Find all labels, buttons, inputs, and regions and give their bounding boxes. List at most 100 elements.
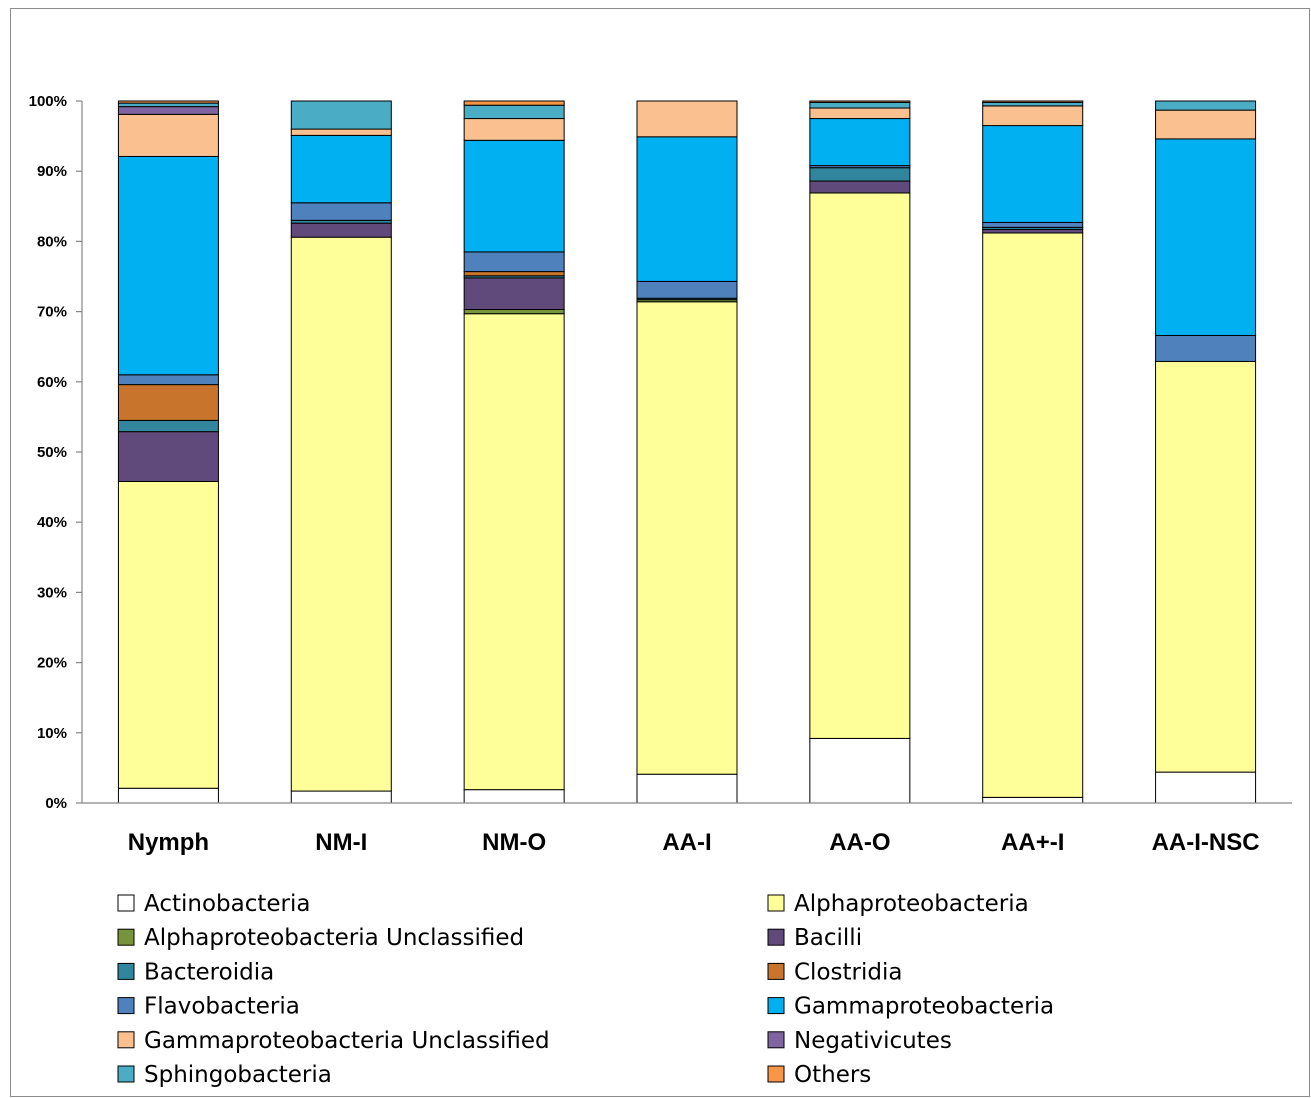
bar-segment-bacilli xyxy=(290,222,392,238)
bar-segment-alphaproteobacteria xyxy=(463,313,565,791)
bar-segment-gammaproteobacteria xyxy=(290,134,392,204)
y-tick-label: 0% xyxy=(45,795,67,812)
bar-segment-sphingobacteria xyxy=(463,104,565,120)
bar-segment-bacilli xyxy=(117,431,219,482)
legend-label: Flavobacteria xyxy=(144,994,300,1020)
bar-segment-gammaproteobacteria-unclassified xyxy=(1155,109,1257,140)
bar-segment-actinobacteria xyxy=(636,773,738,804)
bar-segment-flavobacteria xyxy=(636,280,738,299)
bar-segment-actinobacteria xyxy=(290,790,392,804)
y-tick-label: 20% xyxy=(37,655,67,672)
bar-segment-gammaproteobacteria xyxy=(636,136,738,282)
bar-segment-flavobacteria xyxy=(290,202,392,221)
legend-label: Bacilli xyxy=(794,925,862,951)
bar-segment-actinobacteria xyxy=(982,796,1084,804)
bar-segment-others xyxy=(982,100,1084,103)
legend-swatch xyxy=(117,894,135,912)
bar-segment-clostridia xyxy=(463,271,565,277)
legend-item-negativicutes: Negativicutes xyxy=(767,1028,952,1054)
x-tick-label: AA-I-NSC xyxy=(1152,829,1260,856)
legend-item-bacilli: Bacilli xyxy=(767,925,862,951)
bar-segment-gammaproteobacteria xyxy=(982,125,1084,223)
x-tick-label: Nymph xyxy=(128,829,209,856)
bar-segment-others xyxy=(117,100,219,104)
bar-segment-others xyxy=(809,100,911,103)
bar-segment-gammaproteobacteria xyxy=(463,139,565,253)
y-axis: 0% 10% 20% 30% 40% 50% 60% 70% 80% 90% 100% xyxy=(29,93,83,812)
legend-label: Clostridia xyxy=(794,959,902,985)
bar-segment-bacilli xyxy=(982,228,1084,234)
legend-item-alphaproteobacteria: Alphaproteobacteria xyxy=(767,891,1029,917)
bar-aa-i xyxy=(636,100,738,804)
legend-label: Alphaproteobacteria xyxy=(794,891,1029,917)
legend-label: Alphaproteobacteria Unclassified xyxy=(144,925,524,951)
x-tick-label: AA-O xyxy=(829,829,890,856)
bar-segment-bacteroidia xyxy=(809,167,911,182)
legend-swatch xyxy=(117,997,135,1015)
y-tick-label: 70% xyxy=(37,304,67,321)
legend-item-sphingobacteria: Sphingobacteria xyxy=(117,1062,332,1088)
bar-aa-i xyxy=(982,100,1084,804)
bar-aa-o xyxy=(809,100,911,804)
y-tick-label: 30% xyxy=(37,584,67,601)
legend-item-gammaproteobacteria-unclassified: Gammaproteobacteria Unclassified xyxy=(117,1028,550,1054)
x-tick-label: NM-O xyxy=(482,829,546,856)
bar-segment-alphaproteobacteria xyxy=(1155,360,1257,773)
legend: Actinobacteria Alphaproteobacteria Alphapr… xyxy=(117,891,1054,1088)
bar-segment-actinobacteria xyxy=(809,737,911,804)
bar-segment-actinobacteria xyxy=(1155,771,1257,804)
bar-segment-sphingobacteria xyxy=(1155,100,1257,111)
bar-segment-alphaproteobacteria xyxy=(982,232,1084,798)
bar-segment-gammaproteobacteria-unclassified xyxy=(117,113,219,157)
legend-item-bacteroidia: Bacteroidia xyxy=(117,959,274,985)
y-tick-label: 50% xyxy=(37,444,67,461)
x-tick-label: AA-I xyxy=(662,829,711,856)
bar-segment-bacilli xyxy=(809,180,911,194)
x-axis: Nymph NM-I NM-O AA-I AA-O AA+-I AA-I-NSC xyxy=(82,802,1292,856)
y-tick-label: 40% xyxy=(37,514,67,531)
bar-nm-o xyxy=(463,100,565,804)
bar-aa-i-nsc xyxy=(1155,100,1257,804)
legend-item-actinobacteria: Actinobacteria xyxy=(117,891,310,917)
legend-item-alphaproteobacteria-unclassified: Alphaproteobacteria Unclassified xyxy=(117,925,524,951)
bar-nm-i xyxy=(290,100,392,804)
y-tick-label: 90% xyxy=(37,163,67,180)
bar-segment-gammaproteobacteria xyxy=(1155,138,1257,336)
bar-segment-alphaproteobacteria xyxy=(117,480,219,789)
bar-segment-actinobacteria xyxy=(463,789,565,804)
legend-item-gammaproteobacteria: Gammaproteobacteria xyxy=(767,994,1054,1020)
bar-segment-alphaproteobacteria xyxy=(290,236,392,792)
legend-swatch xyxy=(117,962,135,980)
bar-segment-flavobacteria xyxy=(982,221,1084,228)
bar-segment-negativicutes xyxy=(117,106,219,115)
bar-segment-alphaproteobacteria xyxy=(636,301,738,775)
bar-nymph xyxy=(117,100,219,804)
legend-swatch xyxy=(117,1065,135,1083)
bar-segment-sphingobacteria xyxy=(290,100,392,130)
y-tick-label: 80% xyxy=(37,233,67,250)
bar-segment-gammaproteobacteria-unclassified xyxy=(463,118,565,141)
legend-label: Negativicutes xyxy=(794,1028,952,1054)
legend-item-flavobacteria: Flavobacteria xyxy=(117,994,300,1020)
bar-segment-gammaproteobacteria xyxy=(117,155,219,376)
y-tick-label: 10% xyxy=(37,725,67,742)
legend-swatch xyxy=(117,928,135,946)
bar-segment-others xyxy=(463,100,565,106)
legend-swatch xyxy=(767,928,785,946)
bar-segment-gammaproteobacteria-unclassified xyxy=(636,100,738,138)
bar-segment-alphaproteobacteria xyxy=(809,192,911,739)
legend-swatch xyxy=(767,1031,785,1049)
legend-swatch xyxy=(767,962,785,980)
bar-segment-sphingobacteria xyxy=(809,101,911,109)
bar-segment-bacteroidia xyxy=(117,419,219,433)
legend-label: Others xyxy=(794,1062,871,1088)
legend-label: Sphingobacteria xyxy=(144,1062,332,1088)
bar-segment-gammaproteobacteria-unclassified xyxy=(809,107,911,120)
legend-swatch xyxy=(767,894,785,912)
legend-swatch xyxy=(767,997,785,1015)
legend-label: Bacteroidia xyxy=(144,959,274,985)
legend-label: Gammaproteobacteria xyxy=(794,994,1054,1020)
bar-segment-gammaproteobacteria-unclassified xyxy=(290,128,392,136)
legend-swatch xyxy=(767,1065,785,1083)
